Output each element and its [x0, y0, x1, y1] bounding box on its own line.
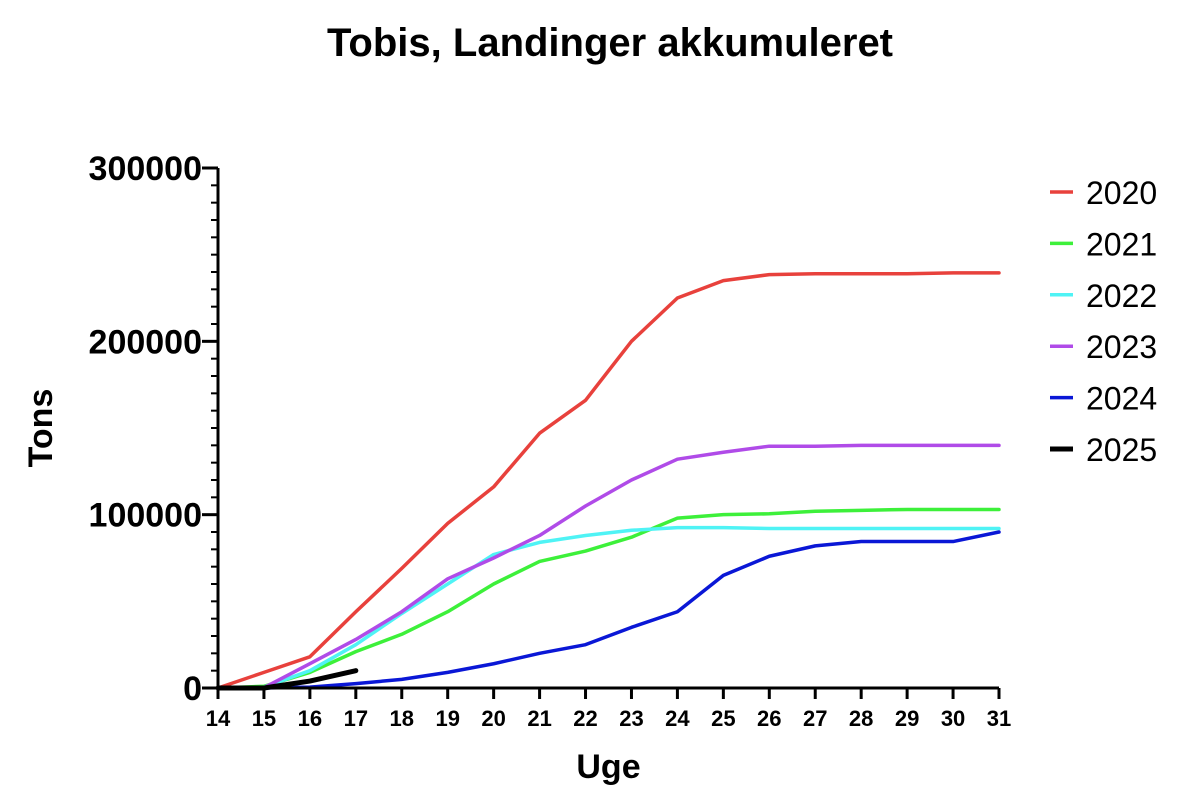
series-line-2021 — [216, 507, 1001, 690]
legend-label-2021: 2021 — [1086, 226, 1157, 262]
x-tick-label: 16 — [298, 706, 322, 731]
series-line-2023 — [216, 443, 1001, 690]
x-tick-label: 31 — [987, 706, 1011, 731]
y-axis-label: Tons — [22, 389, 60, 468]
x-tick-label: 20 — [481, 706, 505, 731]
series-line-2022 — [216, 525, 1001, 690]
x-tick-label: 15 — [252, 706, 276, 731]
legend-label-2023: 2023 — [1086, 329, 1157, 365]
x-tick-label: 22 — [573, 706, 597, 731]
axes: 0 100000 200000 300000 14 15 16 17 18 19 20 21 22 23 2… — [89, 150, 1012, 731]
series-lines — [215, 271, 1001, 691]
x-tick-label: 14 — [206, 706, 231, 731]
y-tick-label: 200000 — [89, 323, 202, 361]
y-tick-label: 0 — [183, 670, 202, 708]
y-tick-label: 300000 — [89, 150, 202, 188]
chart-title: Tobis, Landinger akkumuleret — [327, 21, 893, 65]
legend-label-2024: 2024 — [1086, 381, 1157, 417]
x-tick-label: 24 — [665, 706, 690, 731]
series-line-2020 — [216, 271, 1001, 690]
x-tick-label: 29 — [895, 706, 919, 731]
x-tick-label: 21 — [527, 706, 551, 731]
x-tick-label: 26 — [757, 706, 781, 731]
x-tick-label: 30 — [941, 706, 965, 731]
x-tick-label: 27 — [803, 706, 827, 731]
x-tick-label: 28 — [849, 706, 873, 731]
x-tick-label: 23 — [619, 706, 643, 731]
x-tick-label: 17 — [344, 706, 368, 731]
legend-label-2020: 2020 — [1086, 175, 1157, 211]
legend-label-2025: 2025 — [1086, 432, 1157, 468]
y-tick-label: 100000 — [89, 497, 202, 535]
x-tick-label: 25 — [711, 706, 735, 731]
series-line-2024 — [216, 530, 1001, 690]
x-axis-label: Uge — [576, 748, 640, 786]
legend: 2020 2021 2022 2023 2024 2025 — [1050, 175, 1157, 468]
legend-label-2022: 2022 — [1086, 278, 1157, 314]
x-tick-label: 18 — [390, 706, 414, 731]
x-tick-label: 19 — [435, 706, 459, 731]
